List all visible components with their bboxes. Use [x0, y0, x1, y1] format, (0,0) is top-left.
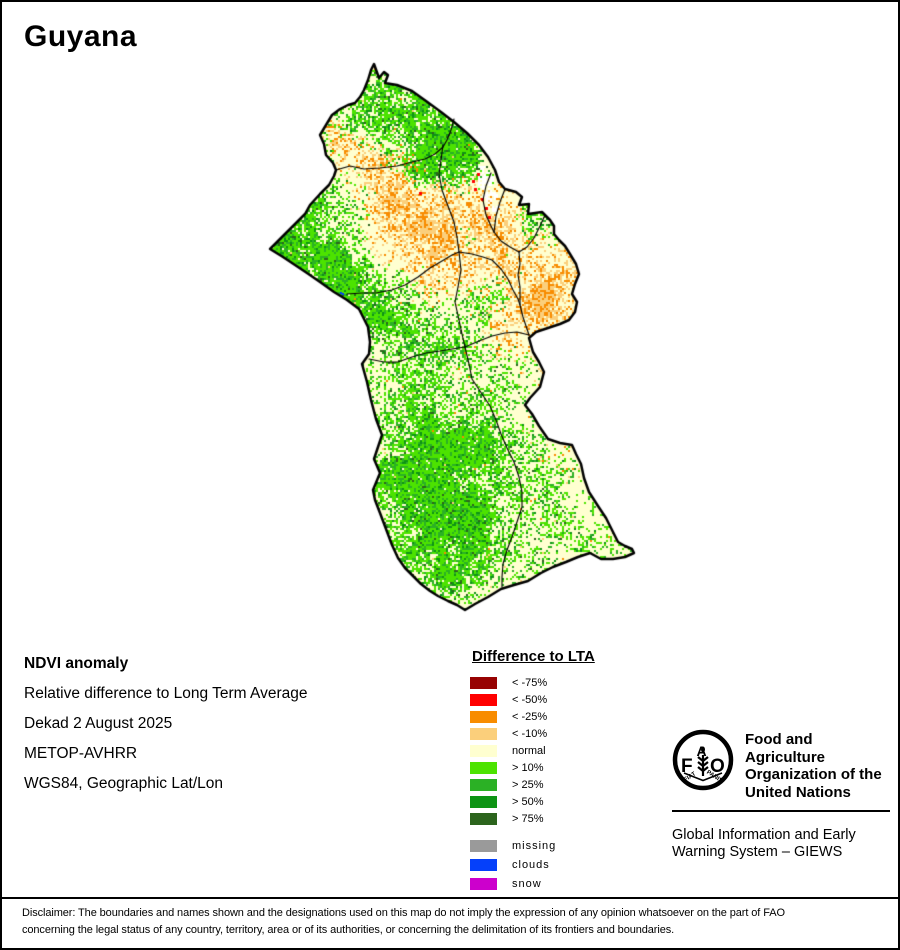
- legend-color-swatch: [470, 710, 497, 723]
- legend-color-swatch: [470, 858, 497, 871]
- legend-label: < -10%: [512, 727, 548, 740]
- legend: Difference to LTA < -75% < -50% < -25% < -1…: [470, 648, 660, 893]
- legend-color-swatch: [470, 744, 497, 757]
- legend-item: > 75%: [470, 810, 660, 827]
- legend-main-items: < -75% < -50% < -25% < -10% normal > 10% > 25%…: [470, 674, 660, 827]
- fao-logo-letter-o: O: [710, 756, 725, 777]
- giews-line: Global Information and Early: [672, 827, 856, 843]
- fao-logo-chevron: [683, 772, 723, 782]
- legend-label: > 10%: [512, 761, 544, 774]
- fao-org-name: Food and Agriculture Organization of the…: [745, 731, 890, 801]
- legend-item: > 50%: [470, 793, 660, 810]
- info-line-method: Relative difference to Long Term Average: [24, 685, 308, 702]
- giews-line: Warning System – GIEWS: [672, 843, 843, 860]
- legend-label: missing: [512, 839, 557, 852]
- legend-label: < -75%: [512, 676, 548, 689]
- legend-color-swatch: [470, 778, 497, 791]
- fao-header: F A O FIAT PANIS Food and Agriculture Or…: [672, 729, 890, 801]
- fao-org-line: Organization of the: [745, 766, 882, 783]
- legend-label: > 50%: [512, 795, 544, 808]
- legend-title: Difference to LTA: [472, 648, 595, 665]
- fao-logo-icon: F A O FIAT PANIS: [672, 729, 734, 791]
- legend-color-swatch: [470, 795, 497, 808]
- info-line-projection: WGS84, Geographic Lat/Lon: [24, 775, 224, 792]
- legend-label: < -25%: [512, 710, 548, 723]
- legend-item: snow: [470, 874, 660, 893]
- legend-item: > 25%: [470, 776, 660, 793]
- page-title: Guyana: [24, 20, 138, 53]
- legend-label: clouds: [512, 858, 550, 871]
- legend-label: > 75%: [512, 812, 544, 825]
- map-info-block: NDVI anomaly Relative difference to Long…: [24, 652, 454, 799]
- legend-item: < -75%: [470, 674, 660, 691]
- info-line-dekad: Dekad 2 August 2025: [24, 715, 173, 732]
- legend-color-swatch: [470, 676, 497, 689]
- legend-color-swatch: [470, 877, 497, 890]
- legend-label: > 25%: [512, 778, 544, 791]
- legend-label: snow: [512, 877, 542, 890]
- legend-color-swatch: [470, 839, 497, 852]
- legend-color-swatch: [470, 693, 497, 706]
- fao-org-line: United Nations: [745, 783, 851, 801]
- legend-label: normal: [512, 744, 546, 757]
- legend-item: < -50%: [470, 691, 660, 708]
- legend-color-swatch: [470, 761, 497, 774]
- fao-divider: [672, 810, 890, 812]
- legend-item: normal: [470, 742, 660, 759]
- disclaimer-line: Disclaimer: The boundaries and names sho…: [22, 907, 785, 919]
- fao-block: F A O FIAT PANIS Food and Agriculture Or…: [672, 729, 890, 860]
- info-line-sensor: METOP-AVHRR: [24, 745, 138, 762]
- legend-extra-items: missing clouds snow: [470, 836, 660, 893]
- legend-item: missing: [470, 836, 660, 855]
- fao-logo-letter-f: F: [681, 756, 693, 777]
- fao-org-line: Food and Agriculture: [745, 731, 826, 766]
- disclaimer-line: concerning the legal status of any count…: [22, 923, 675, 936]
- legend-color-swatch: [470, 727, 497, 740]
- legend-item: < -25%: [470, 708, 660, 725]
- disclaimer: Disclaimer: The boundaries and names sho…: [2, 897, 898, 948]
- legend-color-swatch: [470, 812, 497, 825]
- legend-item: < -10%: [470, 725, 660, 742]
- legend-item: > 10%: [470, 759, 660, 776]
- wheat-grain-icon: [701, 746, 705, 753]
- legend-item: clouds: [470, 855, 660, 874]
- legend-label: < -50%: [512, 693, 548, 706]
- giews-caption: Global Information and Early Warning Sys…: [672, 827, 890, 860]
- wheat-stalk-icon: [697, 755, 709, 776]
- info-heading: NDVI anomaly: [24, 655, 129, 672]
